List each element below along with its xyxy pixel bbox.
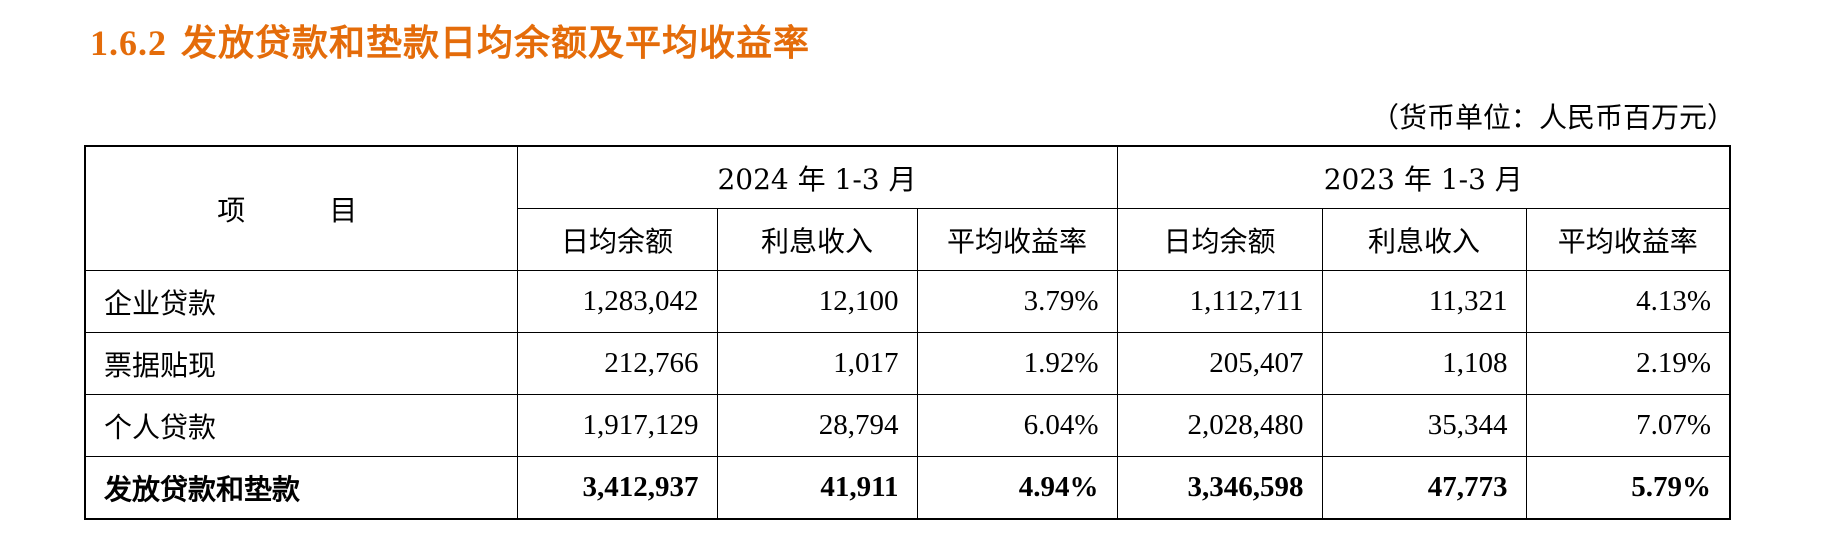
row-label: 票据贴现 xyxy=(84,332,518,395)
table-cell: 1,112,711 xyxy=(1116,270,1323,333)
table-cell: 35,344 xyxy=(1321,394,1527,457)
column-header: 利息收入 xyxy=(1321,208,1527,271)
row-label: 发放贷款和垫款 xyxy=(84,456,518,520)
table-cell: 212,766 xyxy=(516,332,718,395)
table-cell: 205,407 xyxy=(1116,332,1323,395)
table-cell: 11,321 xyxy=(1321,270,1527,333)
table-cell: 4.94% xyxy=(916,456,1118,520)
section-heading: 发放贷款和垫款日均余额及平均收益率 xyxy=(181,22,811,64)
row-label: 个人贷款 xyxy=(84,394,518,457)
item-header: 项 目 xyxy=(84,145,518,271)
table-cell: 41,911 xyxy=(716,456,918,520)
column-header: 利息收入 xyxy=(716,208,918,271)
table-body: 企业贷款 1,283,042 12,100 3.79% 1,112,711 11,321 4… xyxy=(84,270,1731,520)
currency-unit-note: （货币单位：人民币百万元） xyxy=(1370,101,1735,134)
table-row-total: 发放贷款和垫款 3,412,937 41,911 4.94% 3,346,598 47,7… xyxy=(84,456,1731,520)
table-cell: 6.04% xyxy=(916,394,1118,457)
table-cell: 12,100 xyxy=(716,270,918,333)
table-cell: 3,412,937 xyxy=(516,456,718,520)
column-header: 日均余额 xyxy=(1116,208,1323,271)
table-cell: 3,346,598 xyxy=(1116,456,1323,520)
table-cell: 1,283,042 xyxy=(516,270,718,333)
table-cell: 47,773 xyxy=(1321,456,1527,520)
table-cell: 1,917,129 xyxy=(516,394,718,457)
row-label: 企业贷款 xyxy=(84,270,518,333)
table-cell: 4.13% xyxy=(1525,270,1731,333)
table-cell: 1,108 xyxy=(1321,332,1527,395)
table-row: 票据贴现 212,766 1,017 1.92% 205,407 1,108 2.19% xyxy=(84,332,1731,395)
table-row: 企业贷款 1,283,042 12,100 3.79% 1,112,711 11,321 4… xyxy=(84,270,1731,333)
table-cell: 5.79% xyxy=(1525,456,1731,520)
table-cell: 3.79% xyxy=(916,270,1118,333)
section-number: 1.6.2 xyxy=(90,23,167,63)
table-cell: 2,028,480 xyxy=(1116,394,1323,457)
column-header: 平均收益率 xyxy=(1525,208,1731,271)
table-cell: 2.19% xyxy=(1525,332,1731,395)
table-cell: 28,794 xyxy=(716,394,918,457)
period-header-2024: 2024 年 1-3 月 xyxy=(516,145,1118,209)
column-header: 平均收益率 xyxy=(916,208,1118,271)
table-cell: 7.07% xyxy=(1525,394,1731,457)
column-header: 日均余额 xyxy=(516,208,718,271)
loan-yield-table: 项 目 2024 年 1-3 月 2023 年 1-3 月 日均余额 利息收入 … xyxy=(84,145,1732,520)
section-title: 1.6.2 发放贷款和垫款日均余额及平均收益率 xyxy=(90,14,810,66)
table-row: 个人贷款 1,917,129 28,794 6.04% 2,028,480 35,344 7… xyxy=(84,394,1731,457)
header-row-periods: 项 目 2024 年 1-3 月 2023 年 1-3 月 xyxy=(84,145,1731,271)
period-header-2023: 2023 年 1-3 月 xyxy=(1116,145,1731,209)
table-cell: 1.92% xyxy=(916,332,1118,395)
table-cell: 1,017 xyxy=(716,332,918,395)
